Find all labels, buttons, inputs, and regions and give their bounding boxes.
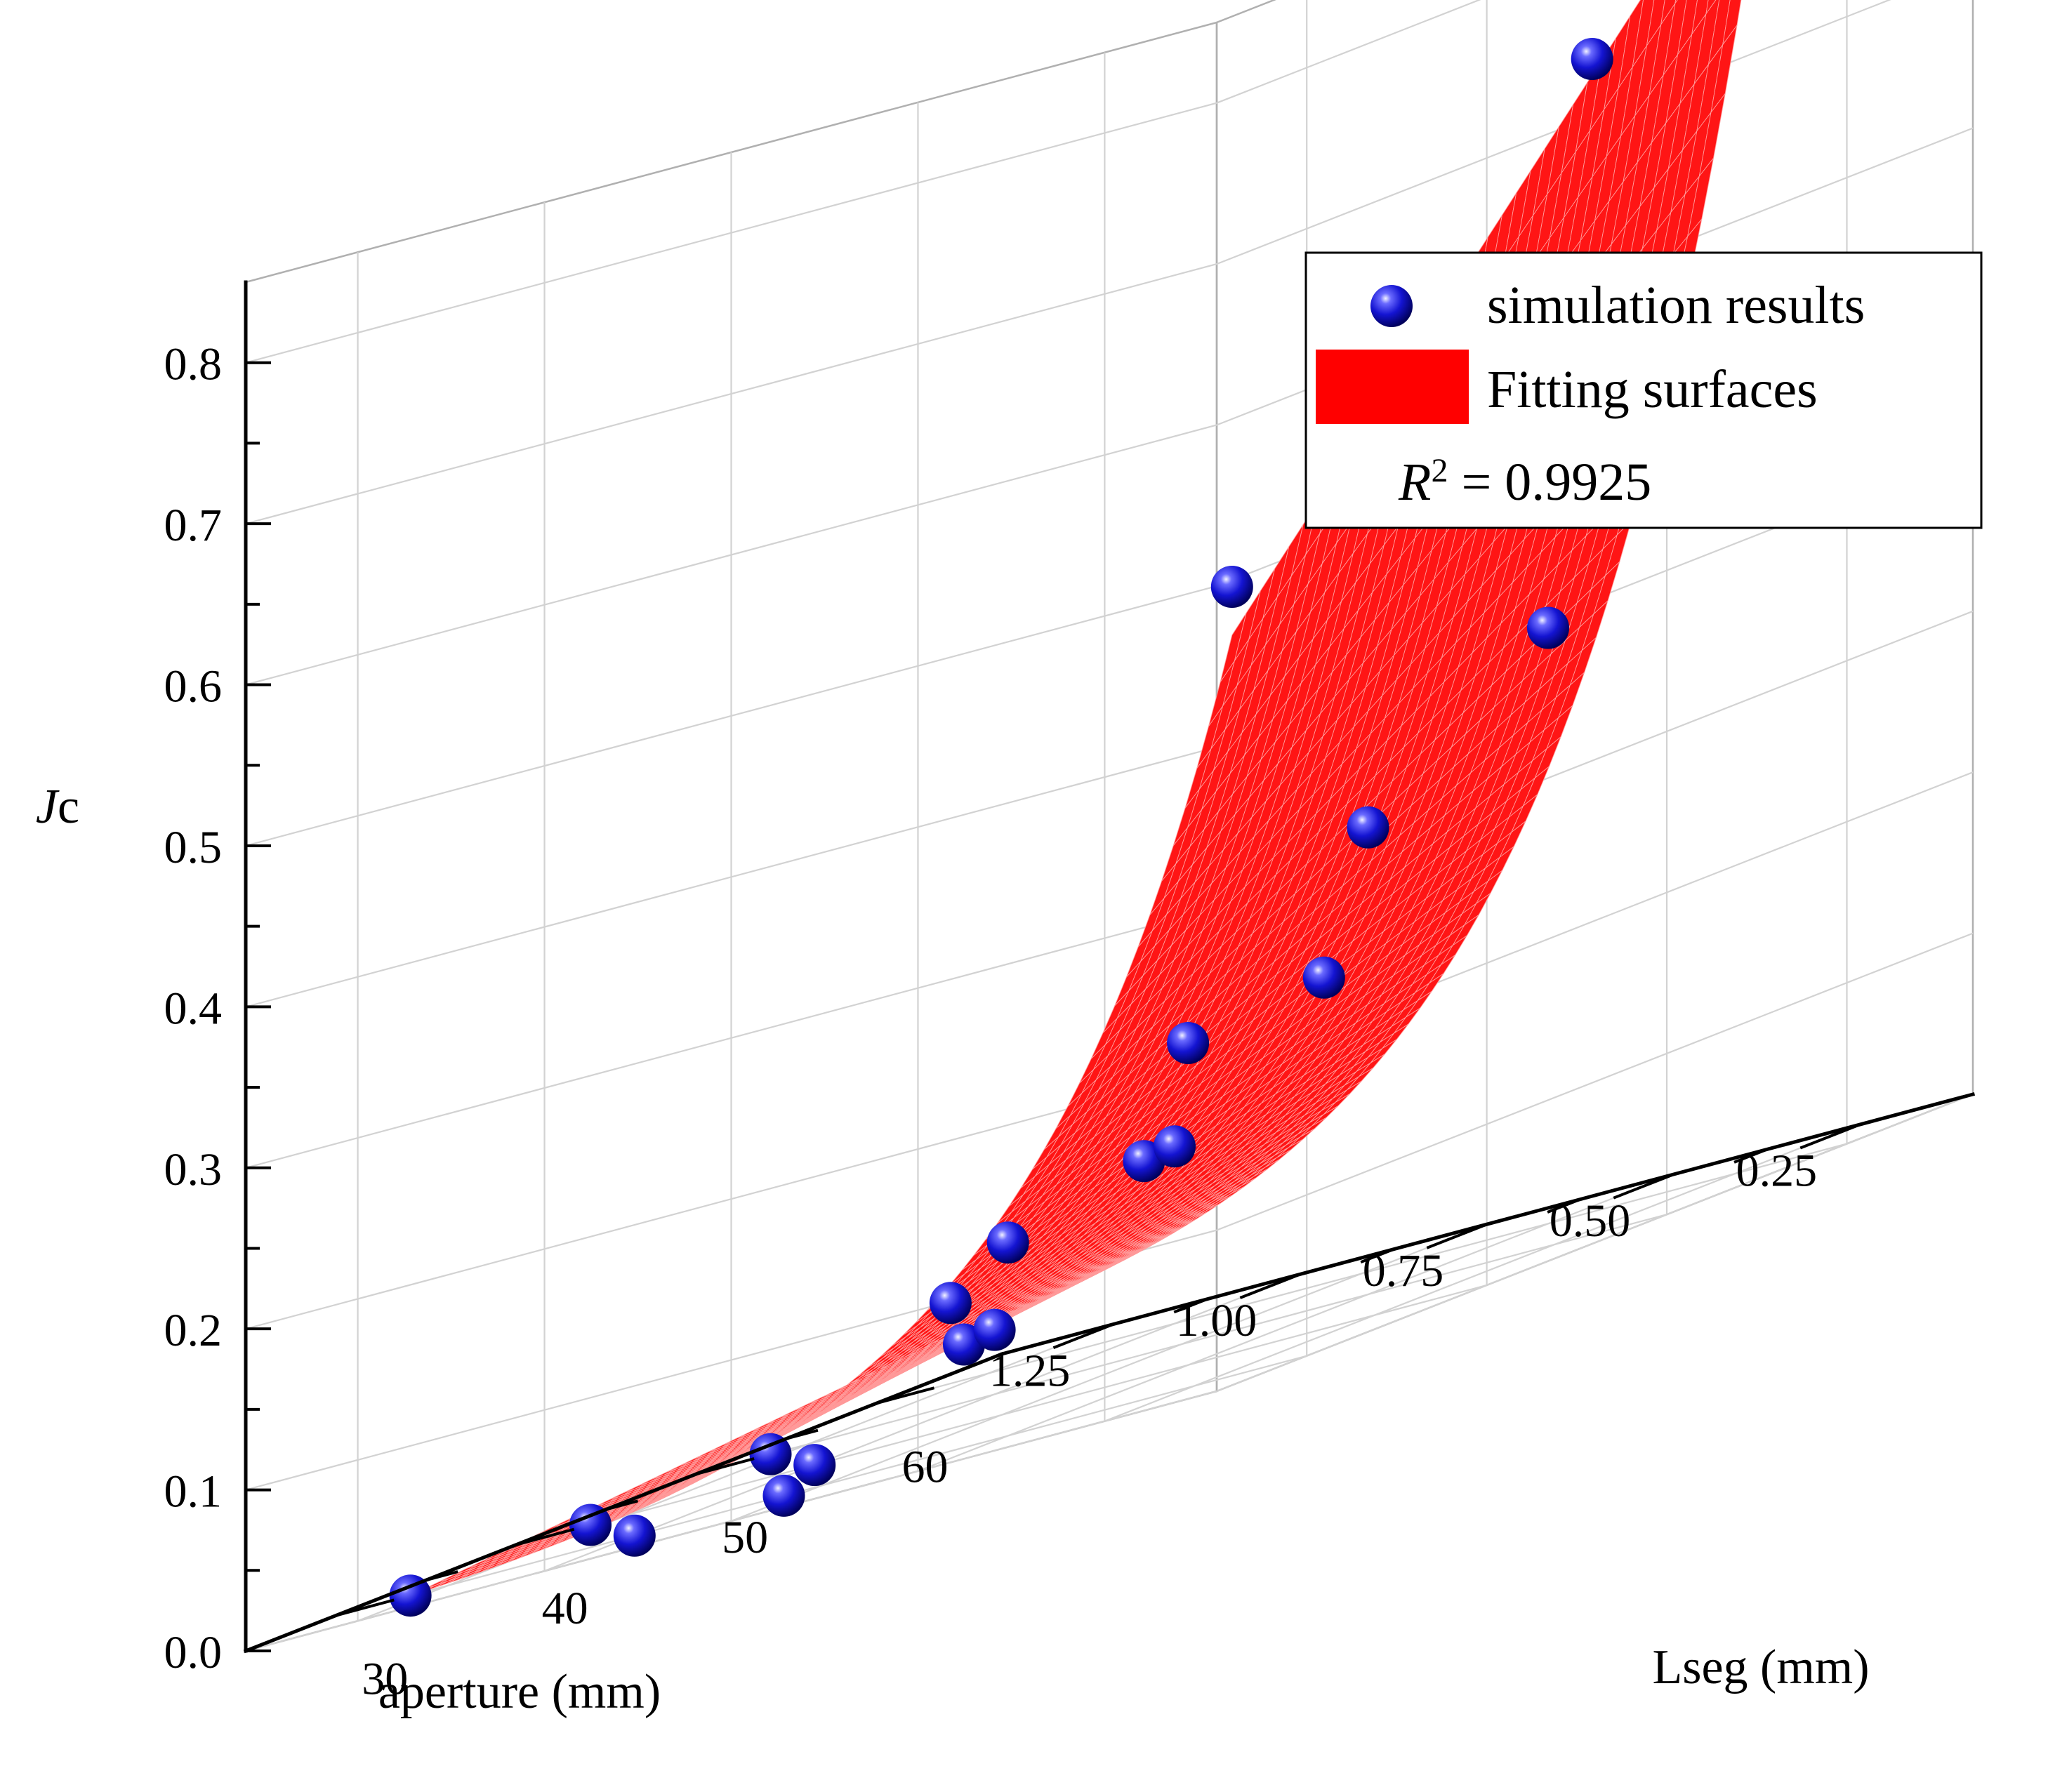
legend-r2: R2 = 0.9925: [1398, 452, 1651, 512]
y-minor-tick: [785, 1428, 819, 1440]
y-tick: [335, 1598, 395, 1617]
z-tick-label: 0.4: [164, 983, 223, 1034]
simulation-point: [1210, 566, 1253, 608]
grid-line-z: [245, 0, 1481, 364]
y-tick-labels: 30 40 50 60: [362, 1442, 948, 1705]
x-tick-labels: 0.25 0.50 0.75 1.00 1.25: [989, 1146, 1817, 1397]
y-minor-tick: [425, 1570, 458, 1582]
x-minor-tick: [1547, 1197, 1582, 1214]
y-tick-label: 30: [362, 1654, 408, 1705]
simulation-point: [389, 1574, 432, 1617]
y-axis-label: Lseg (mm): [1652, 1640, 1869, 1694]
simulation-point: [929, 1282, 972, 1325]
z-tick-labels: 0.0 0.1 0.2 0.3 0.4 0.5 0.6 0.7 0.8: [164, 339, 223, 1678]
grid-line-y-floor: [335, 1355, 1307, 1617]
x-tick-label: 0.50: [1550, 1195, 1631, 1247]
simulation-point: [569, 1504, 612, 1546]
y-tick: [515, 1527, 575, 1546]
simulation-point: [1302, 956, 1345, 999]
grid-line-z: [245, 932, 1974, 1491]
x-tick: [1613, 1172, 1675, 1200]
x-tick: [1799, 1122, 1862, 1150]
grid-line-z: [245, 127, 1974, 686]
x-tick-label: 0.25: [1736, 1146, 1818, 1197]
z-tick-label: 0.2: [164, 1305, 223, 1356]
y-tick: [875, 1386, 934, 1405]
grid-line-z: [245, 1093, 1974, 1652]
z-axis-label: Jc: [36, 780, 79, 834]
simulation-point: [1154, 1125, 1196, 1168]
x-tick-label: 0.75: [1363, 1245, 1444, 1296]
x-minor-tick: [1360, 1247, 1395, 1264]
grid-line-z: [245, 449, 1974, 1008]
x-minor-tick: [1173, 1297, 1208, 1314]
y-tick-label: 50: [722, 1512, 768, 1563]
y-axis-line: [243, 1351, 1005, 1654]
x-tick: [1239, 1273, 1302, 1299]
z-tick-label: 0.1: [164, 1466, 223, 1518]
x-axis-label: aperture (mm): [378, 1665, 661, 1719]
z-tick-label: 0.3: [164, 1144, 223, 1195]
simulation-point: [762, 1474, 805, 1517]
legend-symbol-surface: [1316, 350, 1469, 424]
z-tick-label: 0.0: [164, 1627, 223, 1678]
simulation-point: [613, 1514, 656, 1557]
grid-lines: [245, 0, 1974, 1652]
simulation-point: [1167, 1022, 1210, 1064]
back-walls: [244, 0, 1974, 1652]
x-minor-tick: [1733, 1148, 1769, 1164]
z-tick-label: 0.8: [164, 339, 223, 390]
grid-line-y-floor: [695, 1214, 1667, 1475]
simulation-point: [973, 1308, 1016, 1351]
x-tick-label: 1.00: [1176, 1295, 1257, 1346]
x-tick: [1426, 1223, 1488, 1249]
axes: [243, 280, 1976, 1654]
legend-label-simulation: simulation results: [1487, 276, 1865, 335]
x-tick: [1052, 1322, 1115, 1350]
simulation-points: [389, 38, 1613, 1617]
simulation-point: [1347, 806, 1389, 849]
legend-label-fitting: Fitting surfaces: [1487, 360, 1818, 419]
y-minor-tick: [605, 1499, 639, 1511]
z-tick-label: 0.7: [164, 500, 223, 551]
y-tick: [695, 1457, 755, 1476]
grid-line-y-floor: [515, 1284, 1487, 1546]
grid-line-y-floor: [876, 1143, 1847, 1405]
simulation-point: [793, 1444, 836, 1487]
simulation-point: [986, 1221, 1029, 1264]
z-tick-label: 0.6: [164, 661, 223, 712]
y-tick-label: 40: [542, 1583, 588, 1634]
legend: simulation results Fitting surfaces R2 =…: [1304, 251, 1983, 529]
x-tick-label: 1.25: [989, 1345, 1071, 1396]
z-tick-label: 0.5: [164, 822, 223, 873]
simulation-point: [1527, 606, 1569, 649]
simulation-point: [749, 1433, 792, 1475]
y-tick-label: 60: [902, 1442, 949, 1493]
legend-symbol-sphere: [1370, 285, 1413, 327]
simulation-point: [1571, 38, 1613, 80]
